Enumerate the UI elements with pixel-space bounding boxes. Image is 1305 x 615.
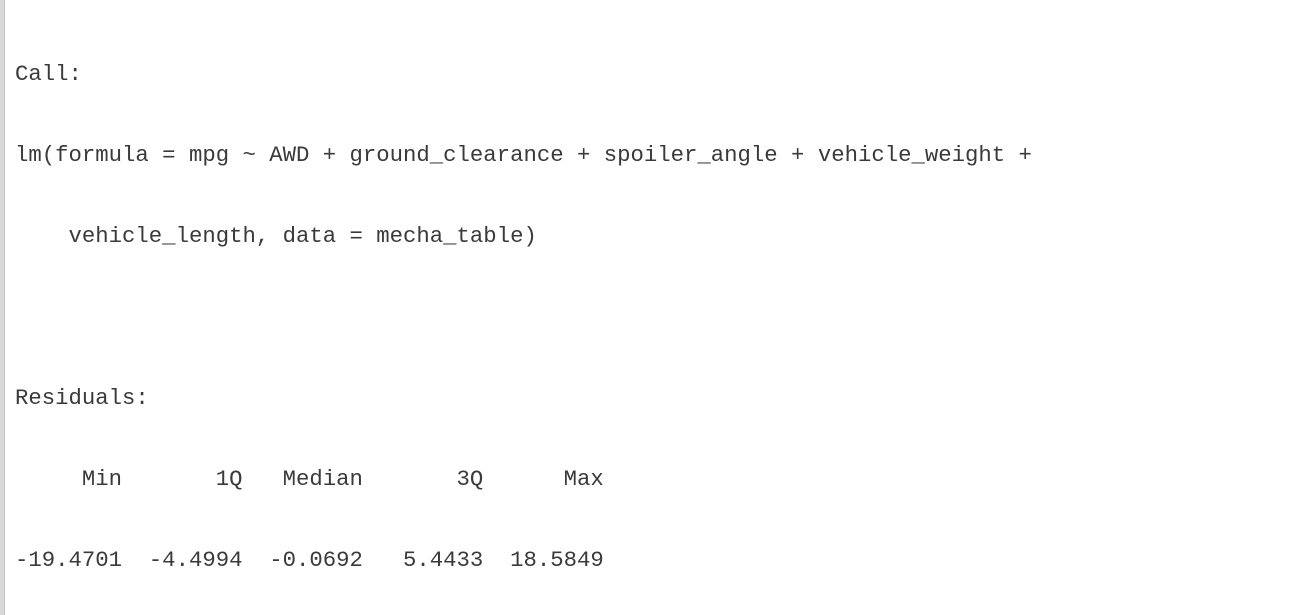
residuals-quantile-values: -19.4701 -4.4994 -0.0692 5.4433 18.5849 — [15, 547, 618, 573]
residuals-header: Residuals: — [15, 385, 149, 411]
residuals-quantile-labels: Min 1Q Median 3Q Max — [15, 466, 618, 492]
panel-left-border — [0, 0, 5, 615]
blank-line — [15, 304, 1045, 331]
call-header: Call: — [15, 61, 82, 87]
call-formula-line-1: lm(formula = mpg ~ AWD + ground_clearanc… — [15, 142, 1046, 168]
call-formula-line-2: vehicle_length, data = mecha_table) — [15, 223, 537, 249]
regression-summary-output: Call: lm(formula = mpg ~ AWD + ground_cl… — [15, 7, 1045, 615]
